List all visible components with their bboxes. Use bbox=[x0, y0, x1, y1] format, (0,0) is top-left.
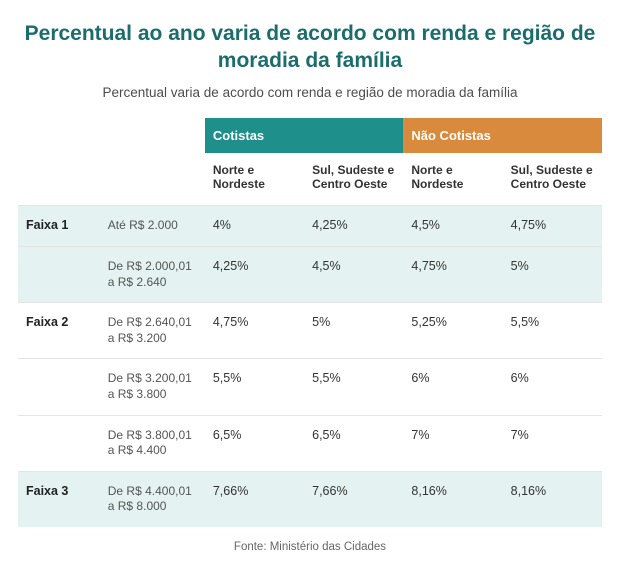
value-cell: 5,25% bbox=[403, 303, 502, 359]
value-cell: 4% bbox=[205, 206, 304, 247]
sub-header-row: Norte e Nordeste Sul, Sudeste e Centro O… bbox=[18, 153, 602, 206]
blank-header bbox=[18, 118, 100, 153]
value-cell: 8,16% bbox=[403, 471, 502, 527]
subheader-col: Norte e Nordeste bbox=[403, 153, 502, 206]
value-cell: 7% bbox=[503, 415, 602, 471]
value-cell: 8,16% bbox=[503, 471, 602, 527]
renda-cell: Até R$ 2.000 bbox=[100, 206, 205, 247]
value-cell: 4,25% bbox=[304, 206, 403, 247]
value-cell: 6% bbox=[503, 359, 602, 415]
value-cell: 7% bbox=[403, 415, 502, 471]
value-cell: 4,75% bbox=[205, 303, 304, 359]
group-header-nao-cotistas: Não Cotistas bbox=[403, 118, 602, 153]
subheader-col: Sul, Sudeste e Centro Oeste bbox=[304, 153, 403, 206]
group-header-row: Cotistas Não Cotistas bbox=[18, 118, 602, 153]
faixa-cell bbox=[18, 415, 100, 471]
table-row: De R$ 3.200,01 a R$ 3.8005,5%5,5%6%6% bbox=[18, 359, 602, 415]
faixa-cell: Faixa 2 bbox=[18, 303, 100, 359]
subheader-col: Norte e Nordeste bbox=[205, 153, 304, 206]
value-cell: 6,5% bbox=[205, 415, 304, 471]
blank-subheader bbox=[18, 153, 100, 206]
value-cell: 4,25% bbox=[205, 246, 304, 302]
renda-cell: De R$ 3.200,01 a R$ 3.800 bbox=[100, 359, 205, 415]
table-row: Faixa 3De R$ 4.400,01 a R$ 8.0007,66%7,6… bbox=[18, 471, 602, 527]
value-cell: 5% bbox=[304, 303, 403, 359]
value-cell: 5,5% bbox=[304, 359, 403, 415]
value-cell: 4,5% bbox=[304, 246, 403, 302]
faixa-cell bbox=[18, 359, 100, 415]
renda-cell: De R$ 2.640,01 a R$ 3.200 bbox=[100, 303, 205, 359]
table-row: De R$ 2.000,01 a R$ 2.6404,25%4,5%4,75%5… bbox=[18, 246, 602, 302]
value-cell: 6% bbox=[403, 359, 502, 415]
value-cell: 6,5% bbox=[304, 415, 403, 471]
table-row: Faixa 2De R$ 2.640,01 a R$ 3.2004,75%5%5… bbox=[18, 303, 602, 359]
faixa-cell: Faixa 1 bbox=[18, 206, 100, 247]
table-row: Faixa 1Até R$ 2.0004%4,25%4,5%4,75% bbox=[18, 206, 602, 247]
renda-cell: De R$ 4.400,01 a R$ 8.000 bbox=[100, 471, 205, 527]
group-header-cotistas: Cotistas bbox=[205, 118, 404, 153]
value-cell: 5,5% bbox=[503, 303, 602, 359]
subheader-col: Sul, Sudeste e Centro Oeste bbox=[503, 153, 602, 206]
renda-cell: De R$ 2.000,01 a R$ 2.640 bbox=[100, 246, 205, 302]
value-cell: 5,5% bbox=[205, 359, 304, 415]
table-body: Faixa 1Até R$ 2.0004%4,25%4,5%4,75%De R$… bbox=[18, 206, 602, 527]
value-cell: 4,75% bbox=[403, 246, 502, 302]
blank-subheader bbox=[100, 153, 205, 206]
faixa-cell bbox=[18, 246, 100, 302]
value-cell: 7,66% bbox=[205, 471, 304, 527]
source-line: Fonte: Ministério das Cidades bbox=[18, 541, 602, 553]
value-cell: 5% bbox=[503, 246, 602, 302]
value-cell: 4,5% bbox=[403, 206, 502, 247]
value-cell: 7,66% bbox=[304, 471, 403, 527]
rates-table: Cotistas Não Cotistas Norte e Nordeste S… bbox=[18, 118, 602, 527]
value-cell: 4,75% bbox=[503, 206, 602, 247]
faixa-cell: Faixa 3 bbox=[18, 471, 100, 527]
blank-header bbox=[100, 118, 205, 153]
chart-title: Percentual ao ano varia de acordo com re… bbox=[18, 20, 602, 75]
renda-cell: De R$ 3.800,01 a R$ 4.400 bbox=[100, 415, 205, 471]
table-row: De R$ 3.800,01 a R$ 4.4006,5%6,5%7%7% bbox=[18, 415, 602, 471]
chart-subtitle: Percentual varia de acordo com renda e r… bbox=[18, 85, 602, 100]
